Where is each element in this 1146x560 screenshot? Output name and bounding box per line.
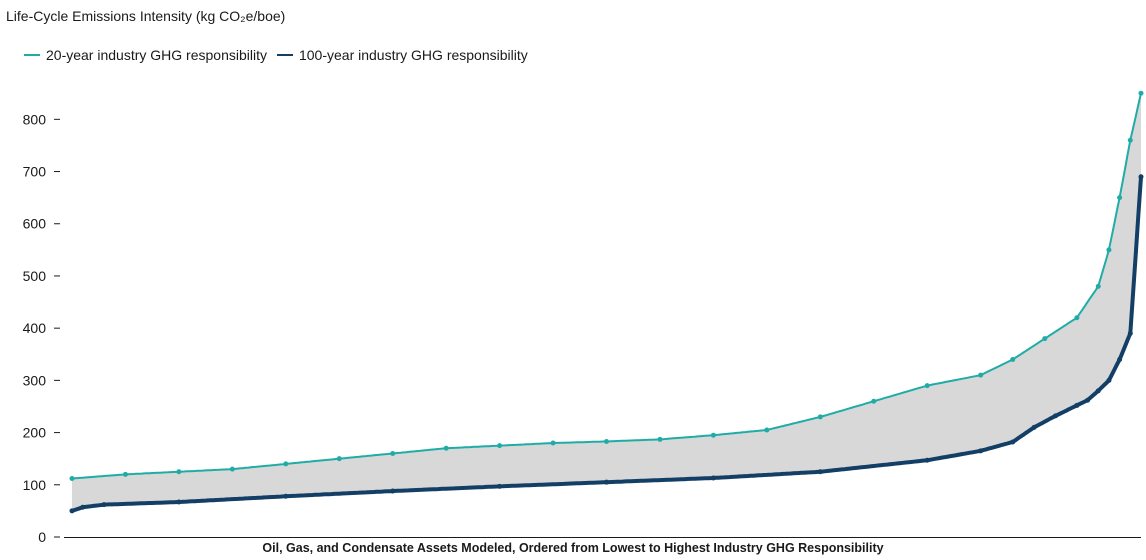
point-100-year-19 [1117, 356, 1123, 362]
point-20-year-9 [550, 440, 556, 446]
point-20-year-19 [1042, 336, 1048, 342]
point-100-year-10 [924, 457, 930, 463]
point-20-year-12 [710, 432, 716, 438]
point-20-year-20 [1074, 315, 1080, 321]
point-20-year-10 [604, 438, 609, 444]
y-tick-label-300: 300 [23, 372, 47, 388]
point-20-year-22 [1106, 247, 1112, 253]
point-20-year-5 [336, 456, 342, 462]
point-20-year-7 [443, 445, 449, 451]
y-tick-label-600: 600 [23, 216, 47, 232]
y-tick-label-500: 500 [23, 268, 47, 284]
legend-item-100-year: 100-year industry GHG responsibility [276, 47, 528, 63]
point-20-year-24 [1127, 137, 1133, 143]
y-tick-label-400: 400 [23, 320, 47, 336]
point-20-year-21 [1095, 283, 1101, 289]
point-100-year-7 [604, 479, 609, 485]
point-20-year-23 [1117, 195, 1123, 201]
point-100-year-6 [497, 483, 503, 489]
point-100-year-0 [69, 508, 75, 514]
legend: 20-year industry GHG responsibility 100-… [24, 47, 538, 63]
y-tick-label-200: 200 [23, 425, 47, 441]
legend-swatch-100-year [276, 54, 293, 56]
point-20-year-4 [283, 461, 289, 467]
point-100-year-5 [390, 488, 396, 494]
point-20-year-13 [764, 427, 770, 433]
legend-label-20-year: 20-year industry GHG responsibility [46, 47, 267, 63]
point-100-year-3 [176, 499, 182, 505]
point-100-year-4 [283, 493, 289, 499]
band-between-series [72, 93, 1141, 511]
point-100-year-12 [1010, 439, 1016, 445]
x-axis-title: Oil, Gas, and Condensate Assets Modeled,… [262, 541, 884, 555]
y-tick-label-0: 0 [38, 529, 46, 545]
point-100-year-8 [710, 475, 716, 481]
y-tick-label-100: 100 [23, 477, 47, 493]
legend-swatch-20-year [24, 54, 40, 56]
point-100-year-9 [817, 469, 823, 475]
point-20-year-3 [229, 466, 235, 472]
point-20-year-1 [122, 471, 128, 477]
point-100-year-11 [978, 448, 984, 454]
point-100-year-1 [80, 504, 86, 510]
point-100-year-2 [101, 502, 107, 508]
point-100-year-16 [1085, 397, 1091, 403]
point-20-year-2 [176, 469, 182, 475]
point-100-year-18 [1106, 377, 1112, 383]
point-100-year-14 [1052, 413, 1058, 419]
y-tick-label-800: 800 [23, 111, 47, 127]
point-20-year-16 [924, 383, 930, 389]
point-20-year-14 [817, 414, 823, 420]
point-20-year-17 [978, 372, 984, 378]
point-20-year-6 [390, 450, 396, 456]
point-100-year-15 [1074, 402, 1080, 408]
legend-item-20-year: 20-year industry GHG responsibility [24, 47, 267, 63]
point-20-year-8 [497, 443, 503, 449]
y-tick-label-700: 700 [23, 164, 47, 180]
point-20-year-15 [871, 398, 877, 404]
point-20-year-11 [657, 436, 663, 442]
point-20-year-25 [1138, 90, 1144, 96]
point-100-year-20 [1127, 330, 1133, 336]
point-100-year-21 [1138, 174, 1144, 180]
point-20-year-0 [69, 476, 75, 482]
point-100-year-13 [1031, 424, 1037, 430]
y-axis-title: Life-Cycle Emissions Intensity (kg CO₂e/… [6, 8, 286, 24]
point-100-year-17 [1095, 388, 1101, 394]
legend-label-100-year: 100-year industry GHG responsibility [298, 47, 528, 63]
point-20-year-18 [1010, 356, 1016, 362]
